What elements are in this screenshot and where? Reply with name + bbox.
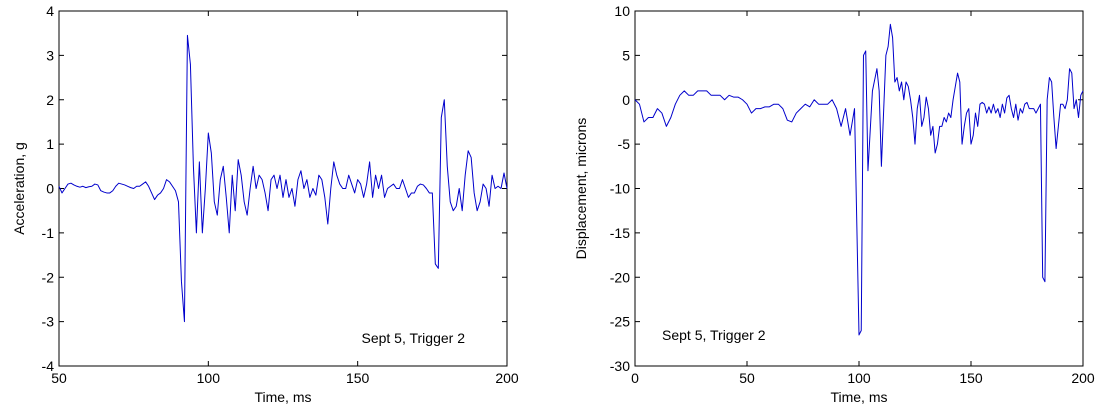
y-tick-label: 5 bbox=[622, 47, 630, 63]
chart-annotation: Sept 5, Trigger 2 bbox=[361, 330, 465, 346]
y-tick-label: 10 bbox=[614, 3, 630, 19]
y-tick-label: 0 bbox=[622, 92, 630, 108]
acceleration-chart: 50 100 150 200 -4 -3 -2 -1 0 1 2 3 4 Time, ms Accelera… bbox=[11, 3, 519, 405]
displacement-chart: 0 50 100 150 200 -30 -25 -20 -15 -10 -5 0 5 10 Time, m… bbox=[573, 3, 1095, 405]
x-tick-label: 100 bbox=[847, 370, 871, 386]
x-tick-label: 50 bbox=[739, 370, 755, 386]
plot-frame bbox=[634, 10, 1084, 367]
y-tick-label: -15 bbox=[610, 225, 630, 241]
y-axis-label: Acceleration, g bbox=[11, 142, 27, 235]
chart-annotation: Sept 5, Trigger 2 bbox=[662, 327, 766, 343]
y-tick-label: 2 bbox=[46, 92, 54, 108]
y-axis-label: Displacement, microns bbox=[573, 118, 589, 260]
y-tick-label: -20 bbox=[610, 269, 630, 285]
y-tick-label: 4 bbox=[46, 3, 54, 19]
y-tick-label: -30 bbox=[610, 358, 630, 374]
x-tick-label: 0 bbox=[631, 370, 639, 386]
x-tick-label: 150 bbox=[346, 370, 370, 386]
y-tick-label: -2 bbox=[42, 269, 55, 285]
y-tick-label: -10 bbox=[610, 181, 630, 197]
x-tick-label: 100 bbox=[197, 370, 221, 386]
y-tick-label: 0 bbox=[46, 181, 54, 197]
y-tick-label: -5 bbox=[618, 136, 631, 152]
y-tick-label: -4 bbox=[42, 358, 55, 374]
y-tick-label: -25 bbox=[610, 314, 630, 330]
y-tick-label: 1 bbox=[46, 136, 54, 152]
x-axis-label: Time, ms bbox=[830, 389, 887, 405]
y-tick-label: -1 bbox=[42, 225, 55, 241]
x-tick-label: 200 bbox=[495, 370, 519, 386]
x-tick-label: 150 bbox=[959, 370, 983, 386]
x-axis-label: Time, ms bbox=[254, 389, 311, 405]
x-tick-label: 50 bbox=[51, 370, 67, 386]
y-tick-label: -3 bbox=[42, 314, 55, 330]
series-line bbox=[58, 34, 508, 323]
y-tick-label: 3 bbox=[46, 47, 54, 63]
series-line bbox=[634, 23, 1084, 336]
x-tick-label: 200 bbox=[1071, 370, 1095, 386]
